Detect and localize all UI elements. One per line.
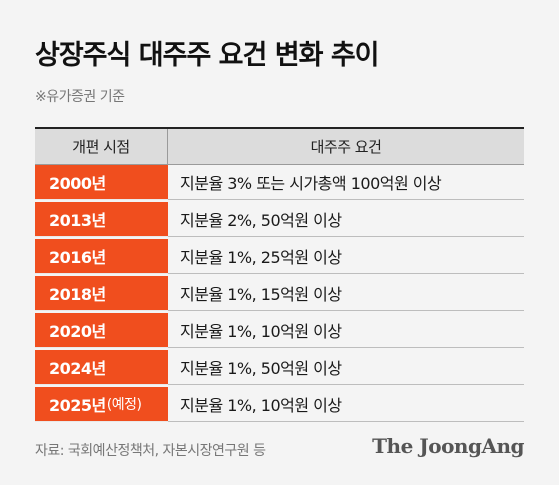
header-reform-date: 개편 시점 xyxy=(35,129,168,164)
table-top-rule xyxy=(35,127,524,129)
table-row: 2018년 지분율 1%, 15억원 이상 xyxy=(35,276,524,311)
reform-year-suffix: (예정) xyxy=(106,397,142,413)
requirement-cell: 지분율 3% 또는 시가총액 100억원 이상 xyxy=(168,165,524,200)
reform-year: 2025년 (예정) xyxy=(35,387,168,422)
table-row: 2013년 지분율 2%, 50억원 이상 xyxy=(35,202,524,237)
reform-year-label: 2020년 xyxy=(49,322,106,341)
table-row: 2016년 지분율 1%, 25억원 이상 xyxy=(35,239,524,274)
header-requirement: 대주주 요건 xyxy=(310,138,382,156)
reform-year: 2016년 xyxy=(35,239,168,274)
reform-year: 2018년 xyxy=(35,276,168,311)
reform-year-label: 2013년 xyxy=(49,211,106,230)
requirement-cell: 지분율 1%, 50억원 이상 xyxy=(168,350,524,385)
table-row: 2000년 지분율 3% 또는 시가총액 100억원 이상 xyxy=(35,165,524,200)
basis-note: ※유가증권 기준 xyxy=(35,89,125,105)
requirement-cell: 지분율 1%, 10억원 이상 xyxy=(168,313,524,348)
requirement-cell: 지분율 1%, 15억원 이상 xyxy=(168,276,524,311)
reform-year: 2013년 xyxy=(35,202,168,237)
table-row: 2025년 (예정) 지분율 1%, 10억원 이상 xyxy=(35,387,524,422)
requirement-cell: 지분율 1%, 10억원 이상 xyxy=(168,387,524,422)
table-row: 2024년 지분율 1%, 50억원 이상 xyxy=(35,350,524,385)
brand-logo: The JoongAng xyxy=(372,434,524,458)
table-header-row: 개편 시점 대주주 요건 xyxy=(35,129,524,165)
reform-year-label: 2016년 xyxy=(49,248,106,267)
reform-year-label: 2025년 xyxy=(49,396,106,415)
reform-year: 2020년 xyxy=(35,313,168,348)
table-row: 2020년 지분율 1%, 10억원 이상 xyxy=(35,313,524,348)
reform-year: 2000년 xyxy=(35,165,168,200)
source-note: 자료: 국회예산정책처, 자본시장연구원 등 xyxy=(35,443,266,459)
reform-year-label: 2018년 xyxy=(49,285,106,304)
requirement-cell: 지분율 1%, 25억원 이상 xyxy=(168,239,524,274)
reform-year-label: 2024년 xyxy=(49,359,106,378)
table-body: 2000년 지분율 3% 또는 시가총액 100억원 이상 2013년 지분율 2%,… xyxy=(35,165,524,422)
reform-year-label: 2000년 xyxy=(49,174,106,193)
requirement-cell: 지분율 2%, 50억원 이상 xyxy=(168,202,524,237)
reform-year: 2024년 xyxy=(35,350,168,385)
requirements-table: 개편 시점 대주주 요건 2000년 지분율 3% 또는 시가총액 100억원 이… xyxy=(35,127,524,422)
page-title: 상장주식 대주주 요건 변화 추이 xyxy=(35,40,380,71)
